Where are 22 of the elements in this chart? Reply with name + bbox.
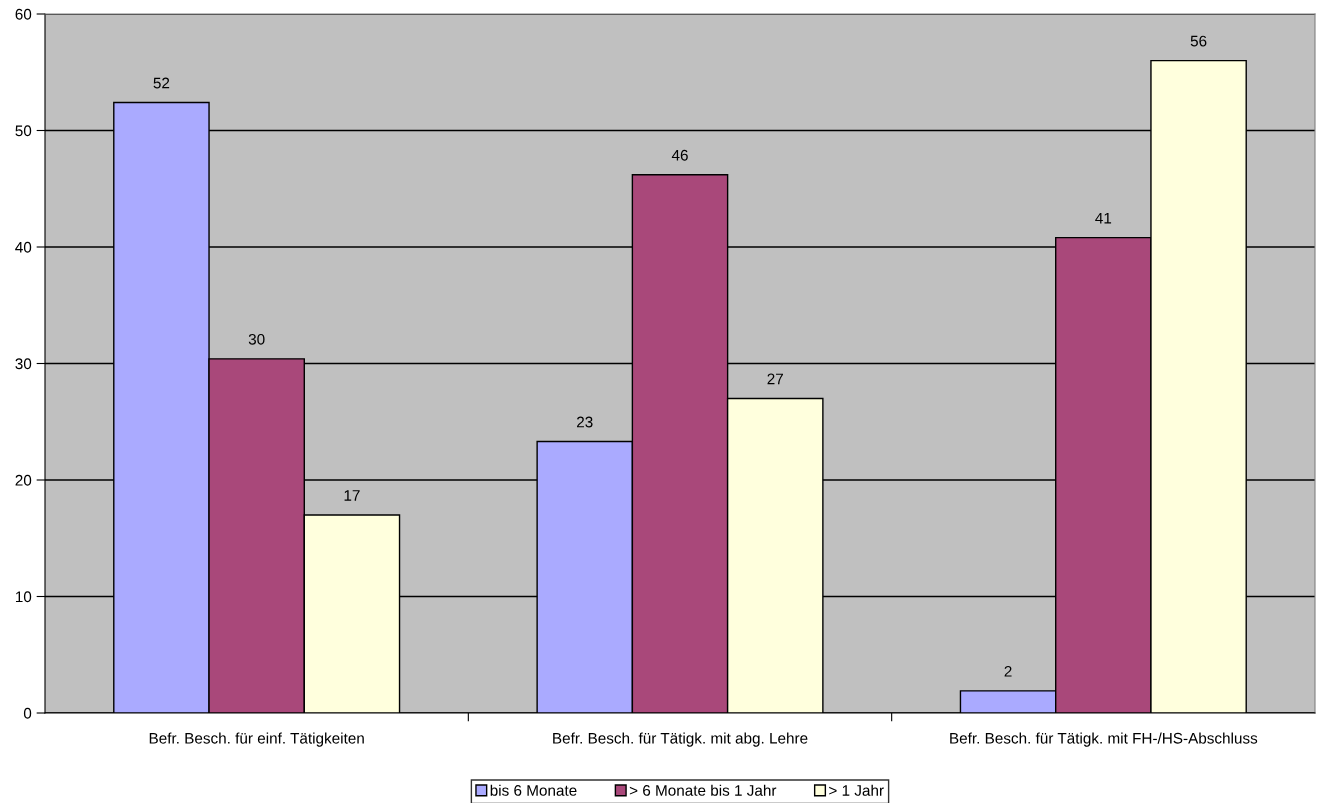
y-tick-label: 10 bbox=[15, 591, 32, 603]
y-tick-label: 50 bbox=[15, 125, 32, 137]
x-tick-label: Befr. Besch. für Tätigk. mit abg. Lehre bbox=[553, 732, 808, 747]
data-label: 30 bbox=[248, 333, 265, 345]
legend-label: bis 6 Monate bbox=[490, 784, 577, 796]
y-tick-label: 60 bbox=[15, 8, 32, 20]
data-label: 23 bbox=[577, 416, 593, 428]
data-label: 52 bbox=[153, 77, 170, 89]
data-label: 56 bbox=[1190, 35, 1207, 47]
data-label: 17 bbox=[344, 490, 360, 501]
x-tick-label: Befr. Besch. für Tätigk. mit FH-/HS-Abschluss bbox=[950, 732, 1258, 747]
x-tick-label: Befr. Besch. für einf. Tätigkeiten bbox=[149, 732, 364, 747]
data-label: 27 bbox=[767, 373, 783, 385]
data-label: 46 bbox=[671, 149, 688, 161]
legend-label: > 1 Jahr bbox=[829, 784, 884, 796]
data-label: 2 bbox=[1004, 665, 1012, 677]
legend-label: > 6 Monate bis 1 Jahr bbox=[629, 784, 777, 796]
y-tick-label: 40 bbox=[15, 241, 32, 253]
y-tick-label: 20 bbox=[15, 474, 32, 486]
y-tick-label: 0 bbox=[23, 707, 32, 719]
data-label: 41 bbox=[1095, 212, 1112, 224]
y-tick-label: 30 bbox=[15, 358, 32, 370]
